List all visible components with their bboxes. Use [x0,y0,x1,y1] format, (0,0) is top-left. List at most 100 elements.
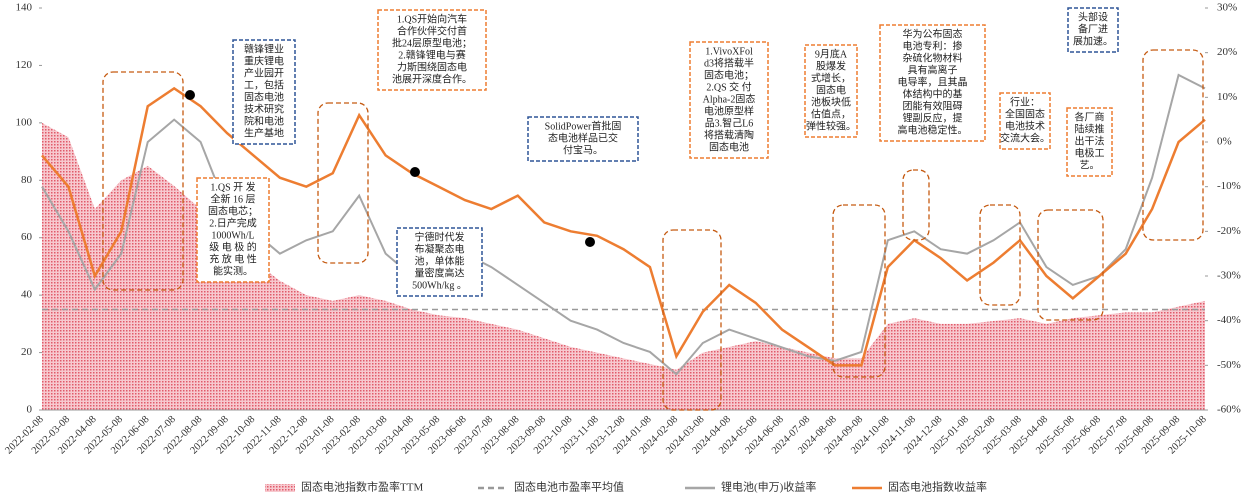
annotation-text: 技术研究 [244,102,284,115]
annotation-text: 团能有效阻碍 [903,99,963,112]
annotation-box [396,227,483,297]
annotation-text: 备厂进 [1078,22,1108,35]
annotation-text: 各厂商 [1075,110,1105,123]
y2-tick-label: 0% [1217,136,1232,148]
annotation-box [689,41,769,159]
highlight-box [832,204,886,378]
annotation-text: 2.日产完成 [209,216,257,229]
annotation-box [1066,107,1113,177]
annotation-text: 9月底A [815,47,848,60]
annotation-text: 1.VivoXFol [705,46,753,57]
y-tick-label: 140 [16,2,33,14]
annotation-text: SolidPower首批固 [545,119,622,132]
event-dot [585,237,595,247]
y2-tick-label: -30% [1217,270,1241,282]
y-tick-label: 40 [21,289,33,301]
highlight-box [1037,209,1104,321]
y2-tick-label: 10% [1217,91,1237,103]
annotation-text: 电极工 [1075,146,1105,159]
event-dot [185,90,195,100]
legend-label: 固态电池指数市盈率TTM [301,480,423,494]
annotation-text: 池板块低 [811,95,851,108]
annotation-text: 固态电 [816,83,846,96]
annotation-text: 头部设 [1078,10,1108,23]
annotation-text: 院和电池 [244,114,284,127]
annotation-text: 池展开深度合作。 [392,72,472,85]
y2-tick-label: -50% [1217,359,1241,371]
annotation-text: 艺。 [1080,159,1100,171]
annotation-text: 交流大会。 [1000,131,1050,144]
annotation-box [804,44,858,138]
annotation-box [377,9,487,91]
annotation-text: 500Wh/kg 。 [412,280,467,291]
annotation-text: 固态电池； [704,68,754,81]
annotation-box [879,24,986,142]
annotation-text: 品3.智己L6 [705,116,754,129]
annotation-text: 级 电 极 的 [209,240,257,253]
event-dot [410,167,420,177]
annotation-text: 电导率，且其晶 [898,75,968,88]
annotation-text: 产业园开 [244,66,284,79]
annotation-text: 展加速。 [1073,35,1113,47]
annotation-text: 估值点， [811,107,851,120]
highlight-box [317,102,369,264]
pe-area [42,122,1205,410]
annotation-text: 2.赣锋锂电与赛 [398,48,466,61]
annotation-text: 固态电池 [244,90,284,103]
y2-tick-label: 30% [1217,2,1237,14]
annotation-text: 赣锋锂业 [244,42,284,55]
annotation-text: 1.QS开始向汽车 [397,12,467,25]
annotation-text: 锂副反应，提 [903,111,963,124]
annotation-text: 体结构中的基 [903,87,963,100]
annotation-text: 杂硫化物材料 [903,51,963,64]
annotation-box [232,39,296,145]
y2-tick-label: 20% [1217,46,1237,58]
highlight-box [1142,49,1204,241]
annotation-text: 全新 16 层 [211,192,256,205]
legend-label: 固态电池市盈率平均值 [514,480,624,494]
annotation-text: 弹性较强。 [806,119,856,132]
legend-swatch [265,484,295,492]
annotation-text: 固态电池 [709,140,749,153]
y-tick-label: 20 [21,346,33,358]
annotation-text: 工，包括 [244,78,284,91]
annotation-box [1067,7,1119,53]
y-tick-label: 0 [27,404,33,416]
annotation-text: 股爆发 [816,59,846,72]
annotation-box [196,177,270,283]
annotation-text: Alpha-2固态 [703,92,756,105]
annotation: 华为公布固态电池专利：掺杂硫化物材料具有高离子电导率，且其晶体结构中的基团能有效… [879,24,986,142]
y-tick-label: 60 [21,231,33,243]
annotation-text: 量密度高达 [415,266,465,279]
annotation-text: 式增长， [811,71,851,84]
annotation-text: 行业： [1010,95,1040,108]
annotation-text: 电池专利：掺 [903,39,963,52]
y2-tick-label: -10% [1217,180,1241,192]
annotation-text: 将搭载清陶 [704,128,754,141]
annotation-text: 充 放 电 性 [209,252,257,265]
y2-tick-label: -60% [1217,404,1241,416]
annotation-text: 出干法 [1075,134,1105,147]
y-tick-label: 120 [16,59,33,71]
annotation-box [999,92,1051,150]
annotation-text: 电池技术 [1005,119,1045,132]
highlight-box [902,169,930,241]
annotation-text: 全国固态 [1005,107,1045,120]
annotation-text: 池，单体能 [415,254,465,267]
annotation-text: 电池原型样 [704,104,754,117]
annotation-text: 1000Wh/L [211,230,254,241]
annotation-text: 陆续推 [1075,122,1105,135]
annotation-box [527,116,639,162]
annotation-text: 生产基地 [244,126,284,139]
y2-tick-label: -40% [1217,314,1241,326]
y-tick-label: 100 [16,116,33,128]
highlight-box [662,229,722,411]
